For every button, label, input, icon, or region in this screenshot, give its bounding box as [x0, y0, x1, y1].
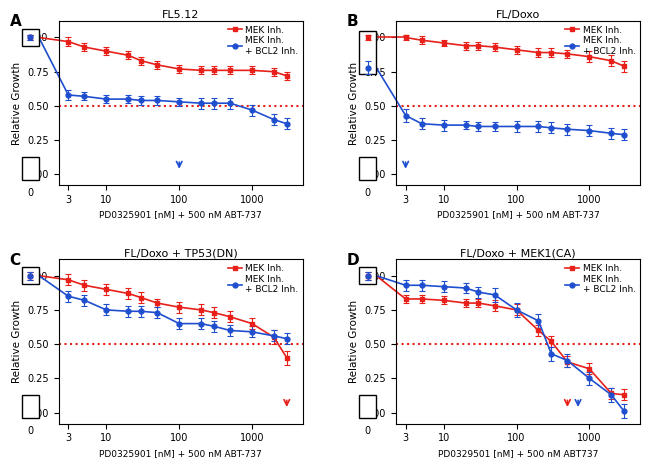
Text: 0: 0 — [365, 188, 370, 198]
Y-axis label: Relative Growth: Relative Growth — [349, 300, 359, 383]
Bar — [22, 29, 39, 46]
Text: B: B — [347, 15, 359, 29]
Title: FL/Doxo + MEK1(CA): FL/Doxo + MEK1(CA) — [460, 249, 576, 258]
Text: 0: 0 — [27, 426, 33, 436]
Text: 0: 0 — [27, 188, 33, 198]
Bar — [359, 395, 376, 418]
Legend: MEK Inh., MEK Inh.
+ BCL2 Inh.: MEK Inh., MEK Inh. + BCL2 Inh. — [228, 264, 298, 294]
Y-axis label: Relative Growth: Relative Growth — [349, 62, 359, 145]
Legend: MEK Inh., MEK Inh.
+ BCL2 Inh.: MEK Inh., MEK Inh. + BCL2 Inh. — [228, 26, 298, 56]
X-axis label: PD0325901 [nM] + 500 nM ABT-737: PD0325901 [nM] + 500 nM ABT-737 — [437, 211, 599, 219]
Y-axis label: Relative Growth: Relative Growth — [12, 62, 21, 145]
Title: FL5.12: FL5.12 — [162, 10, 200, 20]
Y-axis label: Relative Growth: Relative Growth — [12, 300, 21, 383]
Title: FL/Doxo + TP53(DN): FL/Doxo + TP53(DN) — [124, 249, 238, 258]
Text: A: A — [10, 15, 21, 29]
Legend: MEK Inh., MEK Inh.
+ BCL2 Inh.: MEK Inh., MEK Inh. + BCL2 Inh. — [566, 26, 636, 56]
Bar — [22, 268, 39, 284]
Text: 0: 0 — [365, 426, 370, 436]
Text: C: C — [10, 253, 21, 268]
Bar — [359, 157, 376, 180]
Bar — [359, 31, 376, 74]
Text: D: D — [347, 253, 359, 268]
Title: FL/Doxo: FL/Doxo — [496, 10, 540, 20]
X-axis label: PD0329501 [nM] + 500 nM ABT737: PD0329501 [nM] + 500 nM ABT737 — [438, 449, 598, 458]
Bar — [22, 157, 39, 180]
Bar — [22, 395, 39, 418]
Bar — [359, 268, 376, 284]
Legend: MEK Inh., MEK Inh.
+ BCL2 Inh.: MEK Inh., MEK Inh. + BCL2 Inh. — [566, 264, 636, 294]
X-axis label: PD0325901 [nM] + 500 nM ABT-737: PD0325901 [nM] + 500 nM ABT-737 — [99, 211, 262, 219]
X-axis label: PD0325901 [nM] + 500 nM ABT-737: PD0325901 [nM] + 500 nM ABT-737 — [99, 449, 262, 458]
